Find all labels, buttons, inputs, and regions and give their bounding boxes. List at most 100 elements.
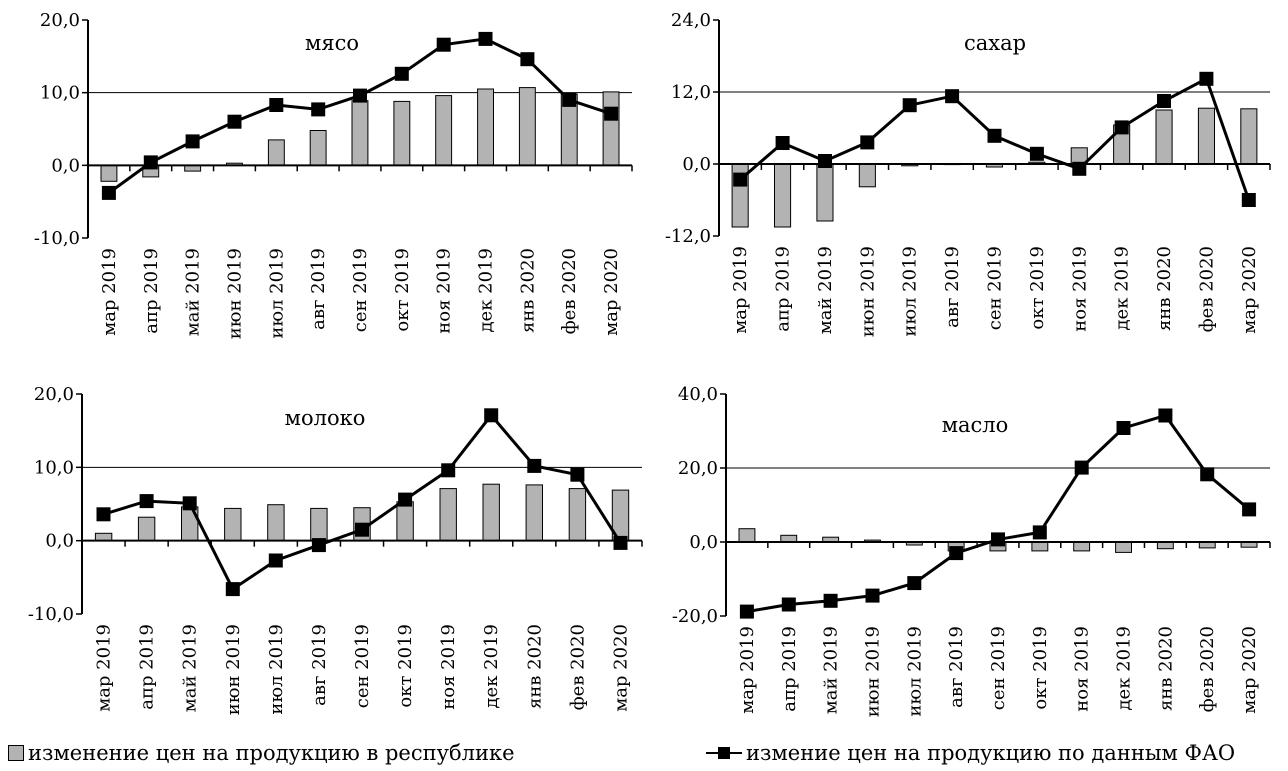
bar-2 [780,534,798,543]
bar-11 [525,484,543,542]
line-point-11 [1157,94,1171,108]
line-point-5 [907,576,922,591]
bar-8 [396,501,414,542]
y-tick-label: 10,0 [34,457,74,478]
category-label: мар 2019 [94,624,115,712]
line-point-6 [949,546,964,561]
line-point-5 [269,98,284,112]
line-point-5 [902,98,917,113]
line-point-12 [570,467,585,482]
line-point-8 [1029,146,1044,161]
line-point-9 [1074,460,1089,475]
legend-bars: изменение цен на продукцию в республике [8,738,515,768]
category-label: май 2019 [180,624,201,712]
line-point-8 [398,492,413,507]
legend-bars-label: изменение цен на продукцию в республике [28,741,515,765]
category-label: сен 2019 [985,246,1006,330]
line-point-1 [101,185,116,200]
legend-line-label: измение цен на продукцию по данным ФАО [746,741,1236,765]
category-label: фев 2020 [559,248,580,334]
chart-panel-3: молоко 20,0 10,0 0,0 -10,0 мар 2019 апр 2019 ма… [28,384,643,715]
line-point-8 [1032,525,1047,540]
y-tick-label: 20,0 [34,384,74,405]
line-point-7 [355,522,369,537]
line-point-7 [987,128,1002,143]
line-point-1 [96,507,111,522]
category-label: апр 2019 [137,624,158,710]
y-tick-label: 0,0 [51,155,80,176]
category-label: сен 2019 [988,626,1009,710]
category-label: июл 2019 [904,626,925,717]
chart-title: мясо [305,31,359,55]
legend-line: измение цен на продукцию по данным ФАО [706,738,1235,768]
chart-title: молоко [285,406,366,430]
bar-8 [393,100,411,166]
bar-4 [858,163,876,188]
bar-12 [1197,107,1216,165]
line-point-2 [775,136,790,150]
category-label: июн 2019 [862,626,883,717]
category-label: май 2019 [815,246,836,334]
series-line [746,413,1251,614]
category-label: апр 2019 [779,626,800,712]
bar-11 [1155,109,1173,165]
y-tick-label: 12,0 [671,82,711,103]
category-label: янв 2020 [1154,246,1175,331]
category-label: мар 2020 [1239,626,1260,714]
category-label: мар 2019 [737,626,758,714]
category-label: мар 2020 [1239,246,1260,334]
category-label: окт 2019 [1027,246,1048,330]
category-label: янв 2020 [1155,626,1176,711]
bar-7 [351,100,369,166]
category-label: май 2019 [183,248,204,336]
line-point-3 [185,134,200,149]
line-point-3 [182,496,197,511]
line-point-8 [394,66,409,81]
y-tick-label: 24,0 [671,10,711,31]
line-point-12 [1199,71,1214,86]
category-label: апр 2019 [773,246,794,332]
line-point-3 [818,154,832,168]
bar-1 [738,528,756,543]
y-tick-label: -10,0 [28,604,74,625]
bar-3 [816,163,834,222]
bar-13 [1240,108,1258,165]
y-tick-label: -10,0 [34,228,80,249]
category-label: мар 2020 [601,248,622,336]
category-label: мар 2020 [610,624,631,712]
category-label: фев 2020 [567,624,588,710]
category-label: окт 2019 [395,624,416,708]
category-label: мар 2019 [99,248,120,336]
category-label: окт 2019 [392,248,413,332]
category-label: дек 2019 [476,248,497,333]
category-label: ноя 2019 [1072,626,1093,712]
line-point-7 [991,532,1005,547]
category-label: ноя 2019 [434,248,455,334]
bar-11 [518,87,536,166]
bar-8 [1031,541,1049,552]
category-label: сен 2019 [352,624,373,708]
bar-5 [267,504,285,542]
category-label: авг 2019 [942,246,963,328]
line-point-6 [945,89,960,104]
category-label: май 2019 [821,626,842,714]
category-label: ноя 2019 [438,624,459,710]
bar-1 [100,164,118,182]
line-point-4 [865,588,880,603]
bar-10 [482,483,500,542]
y-tick-label: -20,0 [672,606,718,627]
bar-1 [94,532,113,542]
category-label: мар 2019 [730,246,751,334]
line-point-12 [1200,467,1215,482]
line-point-1 [733,172,748,187]
line-point-5 [268,553,283,568]
line-point-9 [1072,161,1087,176]
bar-12 [568,488,587,542]
category-label: фев 2020 [1196,246,1217,332]
category-label: янв 2020 [517,248,538,333]
line-point-2 [143,155,158,170]
bar-2 [774,163,792,228]
line-point-9 [436,37,451,52]
chart-panel-2: сахар 24,0 12,0 0,0 -12,0 мар 2019 апр 2019 май… [665,10,1271,337]
category-label: авг 2019 [309,624,330,706]
